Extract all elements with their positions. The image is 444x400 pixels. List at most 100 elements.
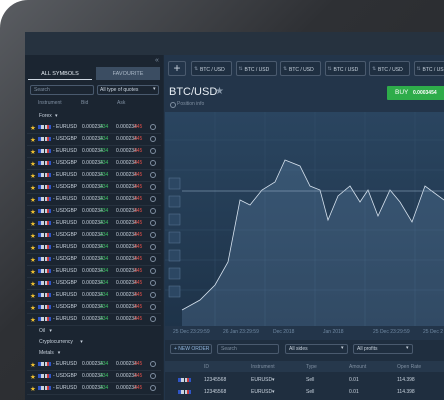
buy-price[interactable]: 0.0003454 — [413, 90, 437, 96]
group-arrow[interactable]: ▾ — [80, 339, 83, 345]
new-order-button[interactable] — [170, 344, 212, 354]
group-header[interactable]: Forex — [39, 113, 52, 119]
tab-inactive[interactable] — [96, 67, 160, 80]
symbol: USDGBP — [56, 160, 78, 166]
info-icon[interactable] — [150, 244, 156, 250]
sides-dropdown[interactable] — [285, 344, 348, 354]
tab-icon[interactable]: ⇅ — [194, 66, 199, 72]
info-icon[interactable] — [150, 256, 156, 262]
star[interactable]: ★ — [30, 185, 36, 192]
info-icon[interactable] — [150, 268, 156, 274]
star[interactable]: ★ — [30, 173, 36, 180]
star[interactable]: ★ — [30, 233, 36, 240]
chart-tab[interactable] — [280, 61, 321, 76]
star[interactable]: ★ — [30, 386, 36, 393]
filter-dropdown[interactable] — [97, 85, 159, 95]
tab-label[interactable]: BTC / USD — [378, 67, 403, 73]
tab-icon[interactable]: ⇅ — [372, 66, 377, 72]
star[interactable]: ★ — [30, 125, 36, 132]
info-icon[interactable] — [150, 196, 156, 202]
tab-icon[interactable]: ⇅ — [238, 66, 243, 72]
info-icon[interactable] — [150, 361, 156, 367]
position-info[interactable]: Position info — [177, 101, 205, 107]
dropdown-arrow[interactable]: ▾ — [406, 345, 409, 351]
info-icon[interactable] — [150, 148, 156, 154]
info-icon[interactable] — [150, 136, 156, 142]
chart-tab[interactable] — [413, 61, 444, 76]
star[interactable]: ★ — [30, 317, 36, 324]
info-icon[interactable] — [150, 232, 156, 238]
tab-label[interactable]: BTC / USD — [244, 67, 270, 73]
info-icon[interactable] — [150, 385, 156, 391]
info-icon[interactable] — [150, 292, 156, 298]
dash: - — [53, 268, 55, 274]
search-input[interactable] — [30, 85, 94, 95]
group-header[interactable]: Metals — [39, 350, 54, 356]
group-header[interactable]: Cryptocurrency — [39, 339, 73, 345]
star[interactable]: ★ — [30, 149, 36, 156]
chart-tab[interactable] — [235, 61, 277, 76]
info-icon[interactable] — [150, 124, 156, 130]
tab-active[interactable] — [28, 67, 92, 80]
new-order-label[interactable]: + NEW ORDER — [174, 346, 210, 352]
star[interactable]: ★ — [30, 281, 36, 288]
profits-label[interactable]: All profits — [357, 346, 378, 352]
star[interactable]: ★ — [30, 137, 36, 144]
info-icon[interactable] — [150, 304, 156, 310]
tab-label[interactable]: BTC / USD — [333, 67, 359, 73]
chart-tab[interactable] — [191, 61, 232, 76]
group-arrow[interactable]: ▾ — [49, 328, 52, 334]
buy-label[interactable]: BUY — [395, 89, 409, 96]
info-icon[interactable] — [150, 316, 156, 322]
group-arrow[interactable]: ▾ — [57, 350, 61, 356]
tab-label[interactable]: BTC / USD — [289, 67, 314, 73]
ask-pips: 345 — [134, 316, 143, 322]
info-icon[interactable] — [150, 373, 156, 379]
info-icon[interactable] — [150, 208, 156, 214]
filter-label[interactable]: All type of quotes — [100, 87, 139, 93]
star[interactable]: ★ — [30, 161, 36, 168]
star[interactable]: ★ — [30, 245, 36, 252]
bid-pips: 234 — [100, 385, 109, 391]
info-icon[interactable] — [150, 220, 156, 226]
tab-label[interactable]: BTC / USD — [422, 67, 444, 73]
add-tab-button[interactable]: + — [168, 61, 186, 76]
info-icon[interactable] — [150, 172, 156, 178]
tab-icon[interactable]: ⇅ — [327, 66, 332, 72]
star[interactable]: ★ — [30, 221, 36, 228]
star[interactable]: ★ — [30, 197, 36, 204]
dash: - — [53, 304, 55, 310]
star[interactable]: ★ — [30, 362, 36, 369]
sidebar-collapse[interactable]: « — [155, 57, 159, 64]
ask-pips: 345 — [134, 160, 143, 166]
dropdown-arrow[interactable]: ▾ — [153, 86, 156, 92]
dropdown-arrow[interactable]: ▾ — [341, 345, 344, 351]
info-icon[interactable] — [150, 280, 156, 286]
buy-button[interactable] — [387, 86, 444, 100]
chart-tab[interactable] — [324, 61, 366, 76]
bid: 0.000234 — [82, 136, 103, 142]
tab-icon[interactable]: ⇅ — [416, 66, 421, 72]
chart-tab[interactable] — [369, 61, 410, 76]
tab-icon[interactable]: ⇅ — [283, 66, 288, 72]
group-header[interactable]: Oil — [39, 328, 46, 334]
star[interactable]: ★ — [30, 305, 36, 312]
star[interactable]: ★ — [30, 269, 36, 276]
search-placeholder[interactable]: Search — [34, 87, 50, 93]
info-icon[interactable] — [150, 184, 156, 190]
profits-dropdown[interactable] — [353, 344, 413, 354]
group-arrow[interactable]: ▾ — [55, 113, 58, 119]
favourite-star[interactable]: ★ — [215, 86, 224, 97]
star[interactable]: ★ — [30, 257, 36, 264]
orders-search[interactable] — [217, 344, 279, 354]
info-icon[interactable] — [150, 160, 156, 166]
sides-label[interactable]: All sides — [289, 346, 308, 352]
tab-label[interactable]: FAVOURITE — [112, 71, 144, 77]
star[interactable]: ★ — [30, 374, 36, 381]
tab-label[interactable]: BTC / USD — [200, 67, 225, 73]
tab-label[interactable]: ALL SYMBOLS — [41, 71, 79, 77]
star[interactable]: ★ — [30, 209, 36, 216]
star[interactable]: ★ — [30, 293, 36, 300]
bid-pips: 234 — [100, 280, 109, 286]
orders-search-placeholder[interactable]: Search — [221, 346, 237, 352]
